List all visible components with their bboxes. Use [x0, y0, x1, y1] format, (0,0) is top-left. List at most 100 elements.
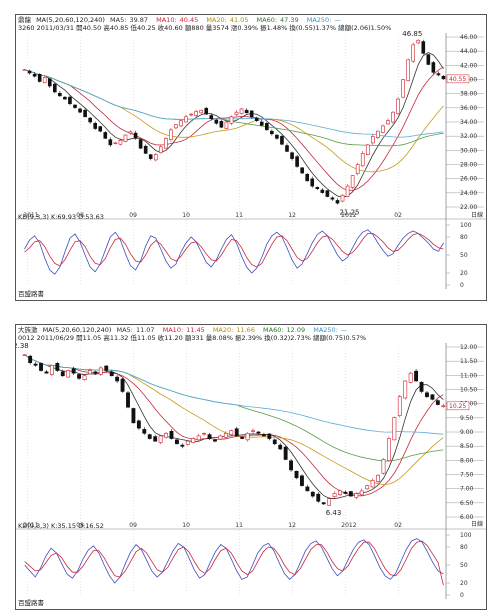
- candle-body: [108, 139, 113, 146]
- candle-body: [27, 70, 32, 74]
- candle-body: [348, 491, 353, 497]
- candle-body: [397, 396, 402, 416]
- candle-body: [354, 493, 359, 498]
- candle-body: [196, 435, 201, 441]
- y-tick-label: 7.00: [460, 486, 474, 493]
- candle-body: [98, 367, 103, 375]
- candle-body: [272, 439, 277, 445]
- candle-body: [148, 154, 153, 159]
- candle-body: [113, 142, 118, 145]
- stats-line: 3260 2011/03/31 開40.50 高40.85 低40.25 收40…: [18, 24, 392, 32]
- candle-body: [158, 435, 163, 443]
- candle-body: [58, 92, 62, 97]
- candle-body: [73, 104, 77, 108]
- candle-body: [261, 434, 266, 437]
- candle-body: [199, 109, 204, 114]
- candle-body: [340, 194, 345, 202]
- last-price-box: [446, 401, 470, 411]
- candle-body: [229, 430, 234, 435]
- candle-body: [381, 459, 386, 474]
- candle-body: [392, 417, 397, 441]
- candle-body: [259, 121, 264, 126]
- candle-body: [365, 144, 370, 155]
- candle-body: [83, 109, 87, 118]
- ma10-line: [24, 66, 444, 191]
- candle-body: [142, 429, 147, 434]
- candle-body: [174, 124, 178, 129]
- candle-body: [42, 77, 47, 84]
- last-price-label: 10.25: [449, 403, 466, 410]
- kdj-tick-label: 50: [460, 562, 468, 569]
- stock-title: 大族激: [18, 326, 38, 334]
- ma250-value: MA250: —: [306, 16, 341, 24]
- candle-body: [315, 187, 320, 189]
- y-tick-label: 46.00: [460, 34, 477, 41]
- candle-body: [365, 485, 370, 490]
- candle-body: [335, 200, 340, 204]
- candle-body: [316, 493, 321, 502]
- candle-body: [158, 146, 163, 154]
- candle-body: [416, 39, 421, 44]
- candle-body: [249, 110, 254, 118]
- y-tick-label: 8.00: [460, 457, 474, 464]
- candle-body: [153, 154, 158, 161]
- kdj-tick-label: 20: [460, 580, 468, 587]
- chart-svg-2: 12.0011.5011.0010.5010.009.509.008.508.0…: [16, 342, 486, 599]
- candle-body: [270, 130, 274, 135]
- stats-line: 0012 2011/06/29 開11.05 高11.32 低11.05 收11…: [18, 334, 367, 342]
- grid: 46.0044.0042.0040.0038.0036.0034.0032.00…: [16, 33, 486, 289]
- ma10-value: MA10: 40.45: [156, 16, 199, 24]
- candle-body: [118, 140, 123, 145]
- candle-body: [403, 380, 408, 399]
- x-tick-label: 2011: [23, 212, 38, 219]
- candle-body: [28, 355, 33, 363]
- candle-body: [22, 69, 27, 71]
- y-tick-label: 6.50: [460, 500, 474, 507]
- candle-body: [321, 502, 326, 505]
- candle-body: [244, 109, 249, 114]
- candle-body: [234, 428, 239, 437]
- candle-body: [381, 125, 385, 133]
- ma250-line: [24, 69, 444, 138]
- x-tick-label: 09: [129, 212, 137, 219]
- ma10-value: MA10: 11.45: [162, 326, 205, 334]
- candle-body: [386, 120, 390, 125]
- y-tick-label: 12.00: [460, 344, 477, 351]
- candle-body: [47, 78, 52, 87]
- candle-body: [234, 111, 239, 116]
- candle-body: [350, 175, 355, 188]
- y-tick-label: 22.00: [460, 204, 477, 211]
- ma20-value: MA20: 11.66: [212, 326, 255, 334]
- candle-body: [305, 486, 310, 492]
- candle-body: [98, 126, 103, 132]
- x-tick-label: 2012: [341, 212, 356, 219]
- candle-body: [179, 120, 183, 127]
- candle-body: [128, 131, 133, 134]
- kdj-header: KD(9,3,3) K:69.93 D:53.63: [18, 213, 104, 221]
- candle-body: [52, 83, 57, 93]
- ma5-line: [24, 52, 444, 198]
- candle-body: [355, 164, 360, 174]
- candle-body: [93, 123, 98, 129]
- ma250-value: MA250: —: [313, 326, 348, 334]
- ma-params: MA(5,20,60,120,240): [36, 16, 105, 24]
- candle-body: [436, 73, 441, 76]
- candle-body: [386, 438, 391, 462]
- candle-body: [283, 446, 288, 460]
- kdj-tick-label: 100: [460, 532, 472, 539]
- ma250-line: [24, 354, 444, 435]
- high-label: 12.38: [16, 342, 29, 350]
- x-tick-label: 12: [288, 522, 296, 529]
- footer-left: 百盟路書: [18, 599, 44, 607]
- candle-body: [396, 98, 400, 114]
- x-tick-label: 11: [235, 522, 243, 529]
- y-tick-label: 10.50: [460, 387, 477, 394]
- y-tick-label: 32.00: [460, 133, 477, 140]
- x-tick-label: 09: [129, 522, 137, 529]
- x-tick-label: 08: [76, 522, 84, 529]
- chart-panel-1: 鼎龍 MA(5,20,60,120,240) MA5: 39.87 MA10: 40…: [15, 14, 487, 301]
- ma5-line: [24, 354, 444, 500]
- candle-body: [123, 134, 128, 142]
- kdj-tick-label: 50: [460, 252, 468, 259]
- candle-body: [406, 59, 410, 82]
